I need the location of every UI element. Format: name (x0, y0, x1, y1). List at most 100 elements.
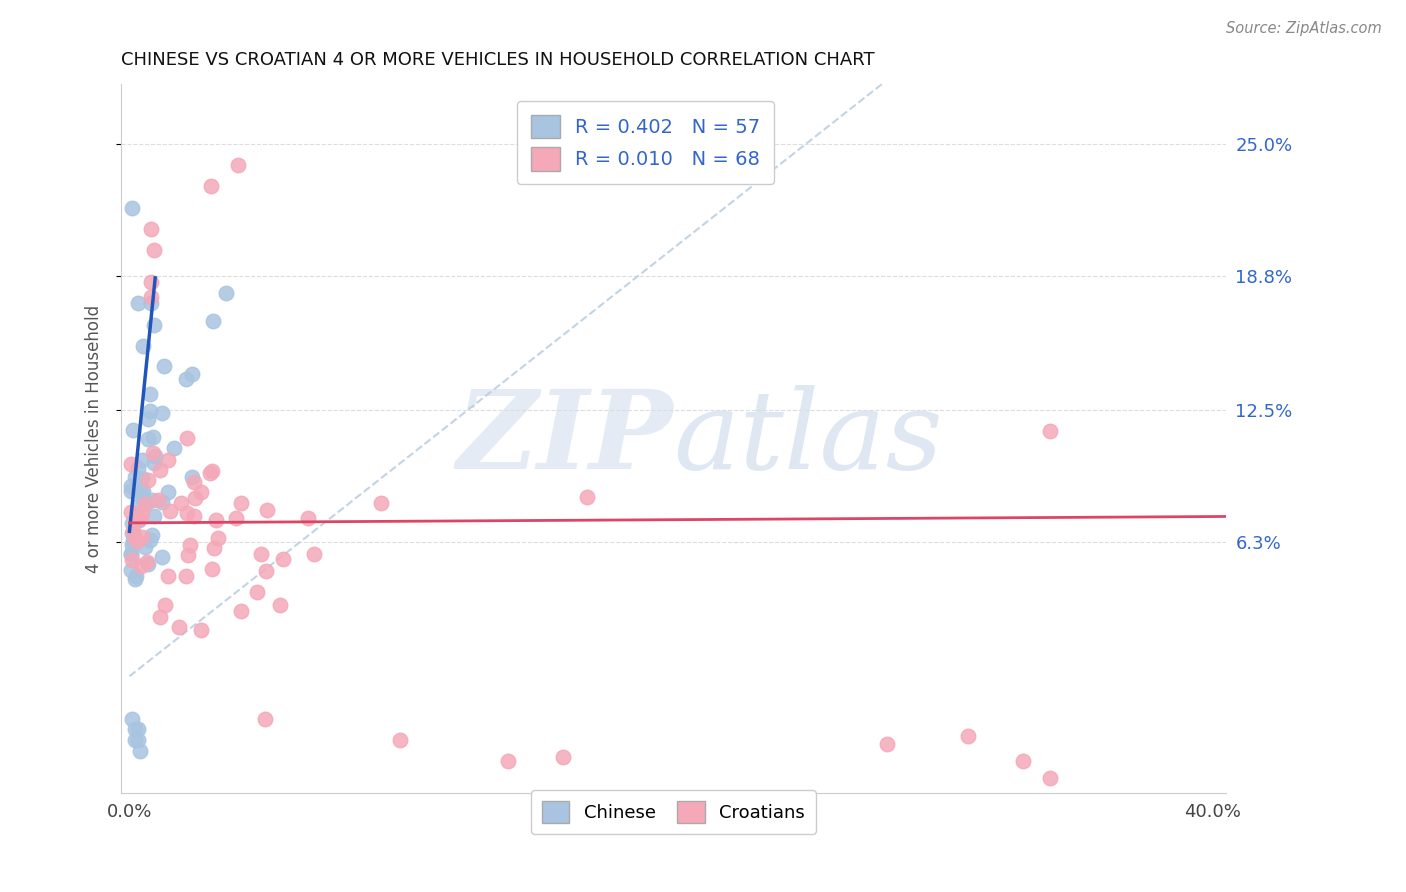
Point (271, 551, 294, 566)
Point (122, 524, 145, 539)
Point (121, 553, 143, 567)
Point (179, 538, 201, 552)
Point (131, 558, 153, 573)
Point (146, 492, 169, 507)
Point (174, 372, 197, 386)
Point (229, 605, 252, 619)
Point (149, 609, 172, 624)
Point (150, 550, 173, 565)
Point (177, 549, 200, 563)
Point (120, 547, 142, 561)
Point (124, 572, 146, 586)
Point (170, 496, 193, 510)
Point (1011, 755, 1033, 769)
Point (201, 562, 224, 576)
Point (121, 516, 143, 531)
Point (159, 504, 181, 518)
Point (142, 318, 165, 332)
Point (302, 547, 325, 561)
Point (176, 431, 198, 445)
Point (256, 503, 278, 517)
Point (551, 750, 574, 764)
Point (150, 406, 173, 420)
Point (163, 441, 186, 455)
Point (121, 534, 143, 549)
Point (1039, 425, 1062, 439)
Point (127, 733, 149, 747)
Point (141, 528, 163, 542)
Point (229, 495, 252, 509)
Point (246, 585, 269, 599)
Point (122, 423, 145, 437)
Point (253, 712, 276, 726)
Point (205, 513, 228, 527)
Point (136, 558, 159, 572)
Point (128, 513, 150, 527)
Point (139, 387, 162, 401)
Point (157, 453, 180, 467)
Point (127, 723, 149, 737)
Point (135, 555, 157, 569)
Point (957, 729, 980, 743)
Point (124, 529, 146, 543)
Legend: Chinese, Croatians: Chinese, Croatians (531, 790, 815, 834)
Point (142, 446, 165, 460)
Point (498, 755, 520, 769)
Text: atlas: atlas (673, 385, 943, 492)
Point (183, 475, 205, 490)
Point (121, 525, 143, 540)
Point (370, 496, 392, 510)
Point (131, 471, 153, 485)
Point (125, 569, 148, 583)
Point (142, 508, 165, 523)
Point (121, 538, 143, 552)
Point (249, 548, 271, 562)
Point (153, 359, 176, 373)
Point (200, 467, 222, 481)
Point (132, 492, 155, 507)
Point (129, 510, 152, 524)
Point (136, 412, 159, 426)
Point (169, 619, 191, 633)
Text: ZIP: ZIP (457, 385, 673, 492)
Point (131, 453, 153, 467)
Point (136, 473, 159, 487)
Point (134, 497, 156, 511)
Point (149, 463, 172, 477)
Point (127, 511, 149, 525)
Point (201, 465, 224, 479)
Point (129, 744, 152, 758)
Point (120, 504, 142, 518)
Point (124, 733, 146, 747)
Point (215, 285, 238, 300)
Point (127, 460, 149, 475)
Point (134, 540, 156, 554)
Point (201, 314, 224, 328)
Point (190, 485, 212, 500)
Point (176, 507, 198, 521)
Point (139, 404, 162, 418)
Point (183, 509, 205, 524)
Point (297, 511, 319, 525)
Point (121, 712, 143, 726)
Point (150, 495, 173, 509)
Point (139, 533, 162, 547)
Point (225, 510, 247, 524)
Point (128, 498, 150, 512)
Point (389, 733, 412, 747)
Point (131, 530, 153, 544)
Point (131, 483, 153, 498)
Point (576, 490, 599, 504)
Point (142, 430, 165, 444)
Text: Source: ZipAtlas.com: Source: ZipAtlas.com (1226, 21, 1382, 36)
Point (120, 478, 142, 492)
Point (153, 599, 176, 613)
Point (156, 568, 179, 582)
Point (124, 469, 146, 483)
Point (129, 484, 152, 499)
Point (139, 296, 162, 310)
Point (127, 296, 149, 310)
Point (184, 491, 207, 505)
Text: CHINESE VS CROATIAN 4 OR MORE VEHICLES IN HOUSEHOLD CORRELATION CHART: CHINESE VS CROATIAN 4 OR MORE VEHICLES I… (121, 51, 875, 69)
Point (876, 737, 898, 751)
